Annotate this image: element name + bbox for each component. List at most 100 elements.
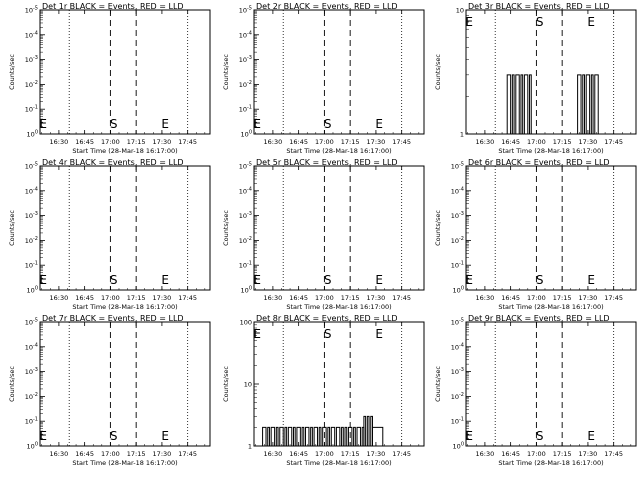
x-tick-label: 16:45 [289, 450, 308, 458]
event-marker-s: S [536, 273, 544, 287]
y-axis-label: Counts/sec [8, 54, 16, 90]
y-tick-label: 10-5 [25, 318, 38, 327]
plot-title: Det 2r BLACK = Events, RED = LLD [256, 2, 398, 11]
event-marker-e: E [465, 429, 473, 443]
y-tick-label: 10-4 [239, 186, 252, 195]
plot-title: Det 4r BLACK = Events, RED = LLD [42, 158, 184, 167]
y-tick-label: 10-5 [451, 162, 464, 171]
x-tick-label: 16:30 [476, 294, 495, 302]
y-axis-label: Counts/sec [434, 54, 442, 90]
x-tick-label: 17:15 [127, 294, 146, 302]
series-step-segment [335, 426, 341, 446]
event-marker-e: E [253, 327, 261, 341]
series-step-segment [344, 426, 348, 446]
event-marker-e: E [39, 273, 47, 287]
plot-panel-6: Det 6r BLACK = Events, RED = LLD 100 10-1 1… [434, 158, 637, 311]
y-tick-label: 10-5 [25, 6, 38, 15]
x-tick-label: 17:00 [101, 294, 120, 302]
x-tick-label: 17:30 [367, 138, 386, 146]
y-tick-label: 100 [27, 442, 38, 451]
plot-frame [253, 9, 425, 135]
series-step-segment [585, 74, 591, 134]
x-tick-label: 17:15 [553, 294, 572, 302]
y-tick-label: 10-5 [239, 6, 252, 15]
x-tick-label: 17:15 [341, 294, 360, 302]
series-step-segment [301, 426, 305, 446]
y-tick-label: 1 [248, 443, 252, 451]
plot-panel-8: Det 8r BLACK = Events, RED = LLD 1 10 100 Co… [222, 314, 425, 467]
series-step-segment [292, 426, 296, 446]
y-tick-label: 100 [453, 286, 464, 295]
plot-frame [39, 165, 211, 291]
y-tick-label: 10-1 [451, 261, 464, 270]
x-tick-label: 17:15 [553, 450, 572, 458]
x-tick-label: 16:45 [289, 294, 308, 302]
x-tick-label: 17:45 [604, 138, 623, 146]
x-tick-label: 17:00 [315, 138, 334, 146]
x-tick-label: 17:00 [315, 450, 334, 458]
x-tick-label: 16:30 [264, 138, 283, 146]
y-tick-label: 10-3 [239, 211, 252, 220]
plot-frame [465, 165, 637, 291]
plot-title: Det 1r BLACK = Events, RED = LLD [42, 2, 184, 11]
series-step-segment [284, 426, 288, 446]
x-axis-label: Start Time (28-Mar-18 16:17:00) [498, 303, 603, 311]
x-tick-label: 16:30 [264, 450, 283, 458]
x-tick-label: 17:30 [153, 294, 172, 302]
plot-frame [39, 321, 211, 447]
x-tick-label: 17:30 [579, 294, 598, 302]
event-marker-e: E [587, 273, 595, 287]
plot-title: Det 3r BLACK = Events, RED = LLD [468, 2, 610, 11]
y-axis-label: Counts/sec [434, 210, 442, 246]
event-marker-s: S [324, 327, 332, 341]
plot-frame [465, 9, 637, 135]
series-step-segment [506, 74, 512, 134]
series-step-segment [270, 426, 276, 446]
series-step-segment [318, 426, 322, 446]
x-tick-label: 17:45 [178, 294, 197, 302]
event-marker-e: E [375, 273, 383, 287]
x-tick-label: 17:30 [367, 294, 386, 302]
series-step-segment [523, 74, 529, 134]
y-tick-label: 10-1 [239, 261, 252, 270]
series-step-segment [313, 426, 319, 446]
x-tick-label: 17:00 [101, 450, 120, 458]
series-step-segment [515, 74, 520, 134]
series-step-segment [267, 426, 270, 446]
y-tick-label: 10-2 [239, 80, 252, 89]
x-axis-label: Start Time (28-Mar-18 16:17:00) [72, 459, 177, 467]
y-tick-label: 10-4 [451, 342, 464, 351]
series-step-segment [577, 74, 582, 134]
plot-panel-3: Det 3r BLACK = Events, RED = LLD 1 10 Count… [434, 2, 637, 155]
series-step-segment [327, 426, 331, 446]
event-marker-s: S [536, 15, 544, 29]
x-axis-label: Start Time (28-Mar-18 16:17:00) [498, 459, 603, 467]
event-marker-e: E [375, 327, 383, 341]
series-step-segment [353, 426, 356, 446]
event-marker-s: S [110, 273, 118, 287]
y-tick-label: 100 [240, 319, 252, 327]
y-tick-label: 100 [27, 286, 38, 295]
x-tick-label: 17:45 [178, 138, 197, 146]
x-tick-label: 17:15 [127, 450, 146, 458]
y-tick-label: 10-4 [25, 186, 38, 195]
x-tick-label: 16:45 [501, 138, 520, 146]
x-tick-label: 17:45 [604, 294, 623, 302]
y-axis-label: Counts/sec [8, 210, 16, 246]
x-tick-label: 17:45 [392, 294, 411, 302]
x-tick-label: 16:45 [75, 294, 94, 302]
y-tick-label: 100 [241, 130, 252, 139]
y-tick-label: 10-1 [451, 417, 464, 426]
x-tick-label: 16:45 [289, 138, 308, 146]
plot-panel-9: Det 9r BLACK = Events, RED = LLD 100 10-1 1… [434, 314, 637, 467]
y-tick-label: 10-1 [239, 105, 252, 114]
plot-title: Det 8r BLACK = Events, RED = LLD [256, 314, 398, 323]
series-step-segment [511, 74, 515, 134]
series-step-segment [310, 426, 313, 446]
y-tick-label: 10-1 [25, 261, 38, 270]
x-tick-label: 17:30 [579, 138, 598, 146]
x-tick-label: 17:45 [178, 450, 197, 458]
x-tick-label: 16:45 [75, 450, 94, 458]
event-marker-e: E [587, 429, 595, 443]
y-tick-label: 10-1 [25, 105, 38, 114]
